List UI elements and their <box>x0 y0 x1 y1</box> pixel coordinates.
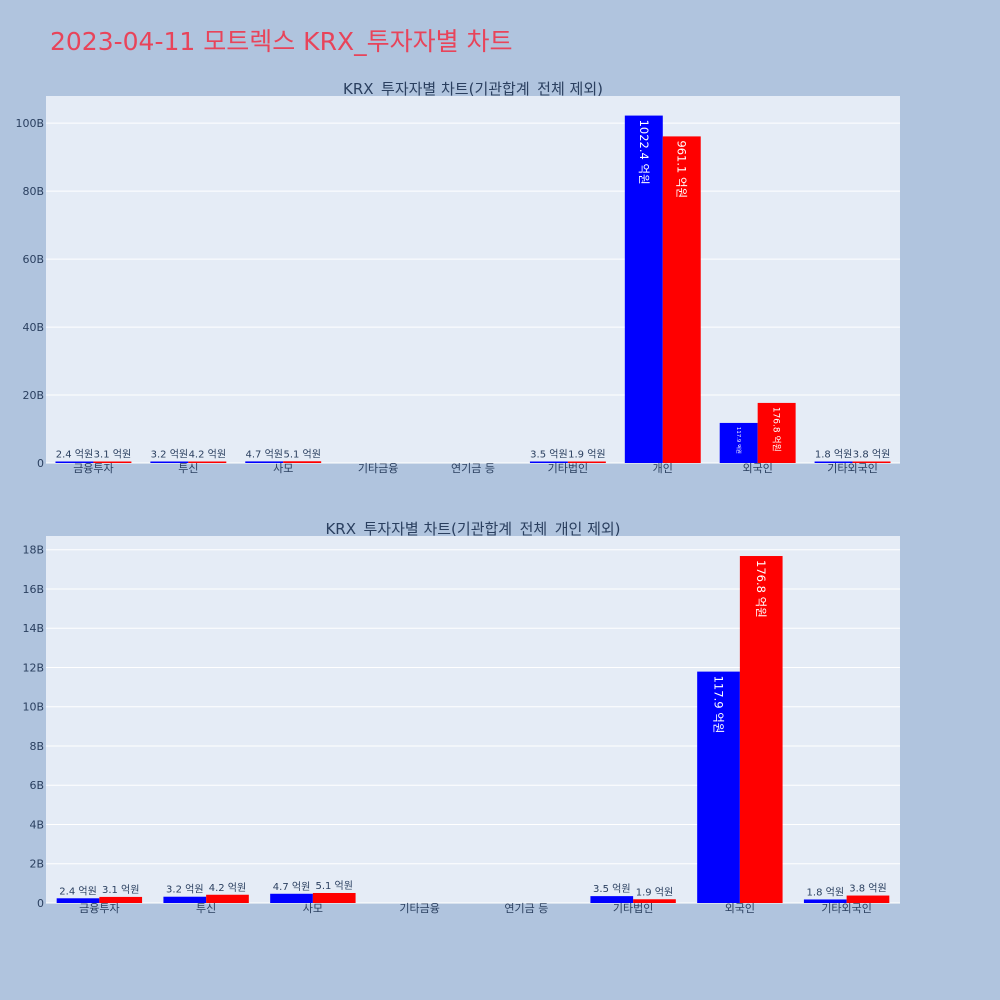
x-tick-label: 사모 <box>303 902 323 915</box>
y-tick-label: 20B <box>22 389 44 402</box>
y-tick-label: 8B <box>29 740 44 753</box>
bar <box>846 895 890 903</box>
bar-label: 3.1 억원 <box>94 449 131 461</box>
bar-label: 3.5 억원 <box>530 449 567 461</box>
plot-area <box>46 96 900 463</box>
x-tick-label: 외국인 <box>725 902 755 915</box>
y-tick-label: 0 <box>37 457 44 470</box>
bar <box>567 461 606 463</box>
bar <box>99 896 143 903</box>
bar <box>245 461 284 463</box>
y-tick-label: 18B <box>22 544 44 557</box>
y-tick-label: 10B <box>22 701 44 714</box>
bar <box>55 461 94 463</box>
bar <box>150 461 189 463</box>
bar <box>93 461 132 463</box>
bar-label: 4.7 억원 <box>246 448 283 460</box>
x-tick-label: 기타법인 <box>548 462 588 475</box>
bar-label: 4.2 억원 <box>209 882 246 894</box>
chart-title: KRX_투자자별 차트(기관합계_전체 제외) <box>343 80 603 99</box>
bar <box>312 892 356 903</box>
x-tick-label: 기타외국인 <box>827 462 878 475</box>
bar-label: 4.2 억원 <box>189 449 226 461</box>
x-tick-label: 금융투자 <box>79 902 119 915</box>
bar-label: 2.4 억원 <box>56 449 93 461</box>
bar-label-group: 176.8 억원 <box>771 407 783 452</box>
bar <box>803 899 847 903</box>
bar-label: 3.8 억원 <box>853 449 890 461</box>
chart-2: KRX_투자자별 차트(기관합계_전체_개인 제외) 0 2B 4B 6B 8B 10B 12… <box>22 520 900 915</box>
y-tick-label: 100B <box>15 117 44 130</box>
x-tick-label: 연기금 등 <box>451 462 495 475</box>
bar-label: 5.1 억원 <box>315 880 352 892</box>
chart-title: KRX_투자자별 차트(기관합계_전체_개인 제외) <box>325 520 620 539</box>
bar-label: 3.1 억원 <box>102 884 139 896</box>
bar-label: 117.9 억원 <box>712 676 726 734</box>
bar-label-group: 176.8 억원 <box>754 560 768 618</box>
x-tick-label: 기타금융 <box>399 902 439 915</box>
bar-label-group: 117.9 억원 <box>735 427 743 454</box>
bar <box>719 422 758 463</box>
x-tick-label: 기타법인 <box>613 902 653 915</box>
x-tick-label: 기타외국인 <box>821 902 872 915</box>
bar <box>697 671 740 903</box>
bar-label: 117.9 억원 <box>735 427 743 454</box>
y-tick-label: 80B <box>22 185 44 198</box>
bar <box>188 461 227 463</box>
bar <box>56 898 100 903</box>
bar-label: 1.9 억원 <box>568 449 605 461</box>
bar-label: 4.7 억원 <box>273 881 310 893</box>
chart-1: KRX_투자자별 차트(기관합계_전체 제외) 0 20B 40B 60B 80B 100B… <box>15 80 900 475</box>
x-tick-label: 금융투자 <box>73 462 113 475</box>
page-title: 2023-04-11 모트렉스 KRX_투자자별 차트 <box>50 27 513 56</box>
bar-label: 176.8 억원 <box>771 407 783 452</box>
bar-label: 1.8 억원 <box>815 449 852 461</box>
bar-label: 3.2 억원 <box>166 884 203 896</box>
bar-label: 3.2 억원 <box>151 449 188 461</box>
bar-label-group: 1022.4 억원 <box>637 120 651 185</box>
bar-label: 3.8 억원 <box>849 883 886 895</box>
bar-label: 5.1 억원 <box>283 448 320 460</box>
bar-label: 1.9 억원 <box>636 886 673 898</box>
y-tick-label: 12B <box>22 661 44 674</box>
bar <box>163 896 207 903</box>
y-tick-label: 6B <box>29 779 44 792</box>
bar-label-group: 117.9 억원 <box>712 676 726 734</box>
x-tick-label: 투신 <box>178 462 198 475</box>
y-tick-label: 0 <box>37 897 44 910</box>
bar <box>662 136 701 463</box>
x-tick-label: 사모 <box>273 462 293 475</box>
bar-label-group: 961.1 억원 <box>675 140 689 198</box>
bar <box>590 896 634 903</box>
x-tick-label: 연기금 등 <box>504 902 548 915</box>
bar <box>633 899 676 903</box>
bar <box>814 461 853 463</box>
bar-label: 176.8 억원 <box>754 560 768 618</box>
y-tick-label: 14B <box>22 622 44 635</box>
bar-label: 1022.4 억원 <box>637 120 651 185</box>
y-tick-label: 2B <box>29 858 44 871</box>
bar-label: 961.1 억원 <box>675 140 689 198</box>
bar <box>852 461 891 463</box>
bar <box>283 461 322 463</box>
bar <box>757 402 796 463</box>
bar-label: 2.4 억원 <box>59 885 96 897</box>
bar <box>739 556 783 903</box>
y-tick-label: 60B <box>22 253 44 266</box>
y-tick-label: 40B <box>22 321 44 334</box>
y-tick-label: 16B <box>22 583 44 596</box>
x-tick-label: 외국인 <box>742 462 772 475</box>
x-tick-label: 기타금융 <box>358 462 398 475</box>
bar <box>270 893 313 903</box>
bar <box>206 894 249 903</box>
bar <box>529 461 568 463</box>
x-tick-label: 개인 <box>653 462 673 475</box>
y-tick-label: 4B <box>29 818 44 831</box>
x-tick-label: 투신 <box>196 902 216 915</box>
bar <box>624 115 663 463</box>
bar-label: 1.8 억원 <box>807 886 844 898</box>
bar-label: 3.5 억원 <box>593 883 630 895</box>
